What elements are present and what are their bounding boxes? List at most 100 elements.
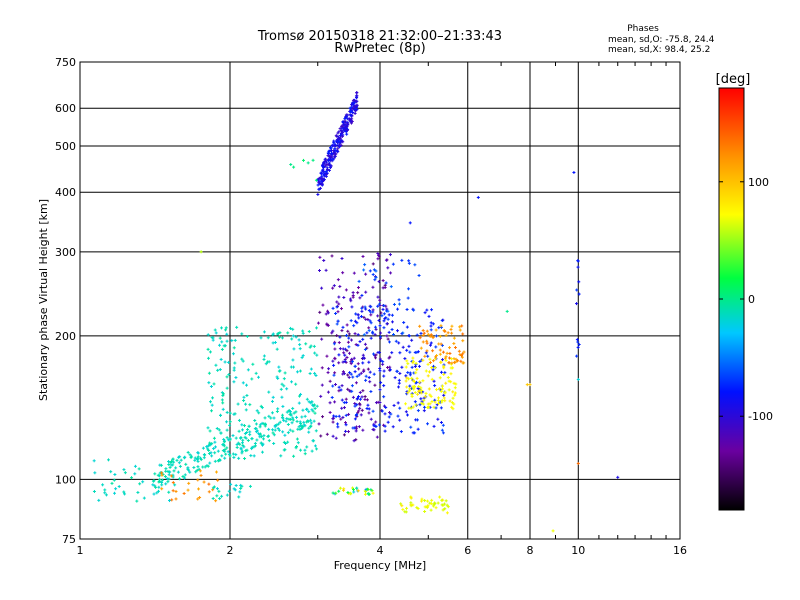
data-point [214,363,218,367]
data-point [189,456,193,460]
data-point [369,390,373,394]
data-point [354,381,358,385]
data-point [351,488,355,492]
data-point [281,416,285,420]
data-point [404,374,408,378]
data-point [334,436,338,440]
data-point [418,360,422,364]
data-point [235,443,239,447]
data-point [225,332,229,336]
data-point [174,466,178,470]
data-point [345,125,349,129]
data-point [215,494,219,498]
data-point [259,441,263,445]
data-point [439,370,443,374]
data-point [436,417,440,421]
data-point [426,504,430,508]
data-point [260,435,264,439]
data-point [261,437,265,441]
data-point [397,381,401,385]
data-point [294,410,298,414]
data-point [308,372,312,376]
data-point [352,104,356,108]
data-point [387,313,391,317]
data-point [217,428,221,432]
data-point [372,268,376,272]
data-point [377,280,381,284]
data-point [423,510,427,514]
data-point [217,489,221,493]
data-point [219,431,223,435]
data-point [386,337,390,341]
data-point [421,358,425,362]
data-point [394,339,398,343]
data-point [424,369,428,373]
data-point [348,491,352,495]
data-point [345,355,349,359]
data-point [307,400,311,404]
data-point [366,318,370,322]
data-point [431,359,435,363]
data-point [225,410,229,414]
data-point [381,279,385,283]
data-point [382,374,386,378]
data-point [397,378,401,382]
data-point [337,143,341,147]
data-point [211,396,215,400]
data-point [338,127,342,131]
data-point [313,444,317,448]
data-point [344,130,348,134]
data-point [326,390,330,394]
data-point [234,436,238,440]
data-point [337,295,341,299]
data-point [153,484,157,488]
data-point [345,323,349,327]
data-point [441,318,445,322]
data-point [334,382,338,386]
data-point [351,111,355,115]
data-point [442,396,446,400]
data-point [404,379,408,383]
data-point [448,399,452,403]
data-point [165,477,169,481]
data-point [367,329,371,333]
data-point [405,359,409,363]
data-point [267,439,271,443]
data-point [273,428,277,432]
data-point [208,350,212,354]
data-point [408,350,412,354]
data-point [413,263,417,267]
data-point [373,325,377,329]
data-point [458,325,462,329]
data-point [331,306,335,310]
data-point [311,439,315,443]
colorbar-ticks: 100 0 -100 [719,176,773,423]
data-point [354,429,358,433]
data-point [307,410,311,414]
x-tick-label: 8 [527,544,534,557]
data-point [197,467,201,471]
data-point [312,403,316,407]
data-point [276,376,280,380]
data-point [221,401,225,405]
data-point [361,428,365,432]
data-point [314,429,318,433]
data-point [349,121,353,125]
data-point [206,447,210,451]
data-point [196,459,200,463]
data-point [194,470,198,474]
data-point [328,157,332,161]
data-point [340,256,344,260]
data-point [351,291,355,295]
data-point [415,368,419,372]
data-point [368,370,372,374]
data-point [346,113,350,117]
data-point [305,445,309,449]
data-point [362,333,366,337]
data-point [318,255,322,259]
data-point [369,417,373,421]
data-point [331,491,335,495]
data-point [460,324,464,328]
data-point [303,452,307,456]
